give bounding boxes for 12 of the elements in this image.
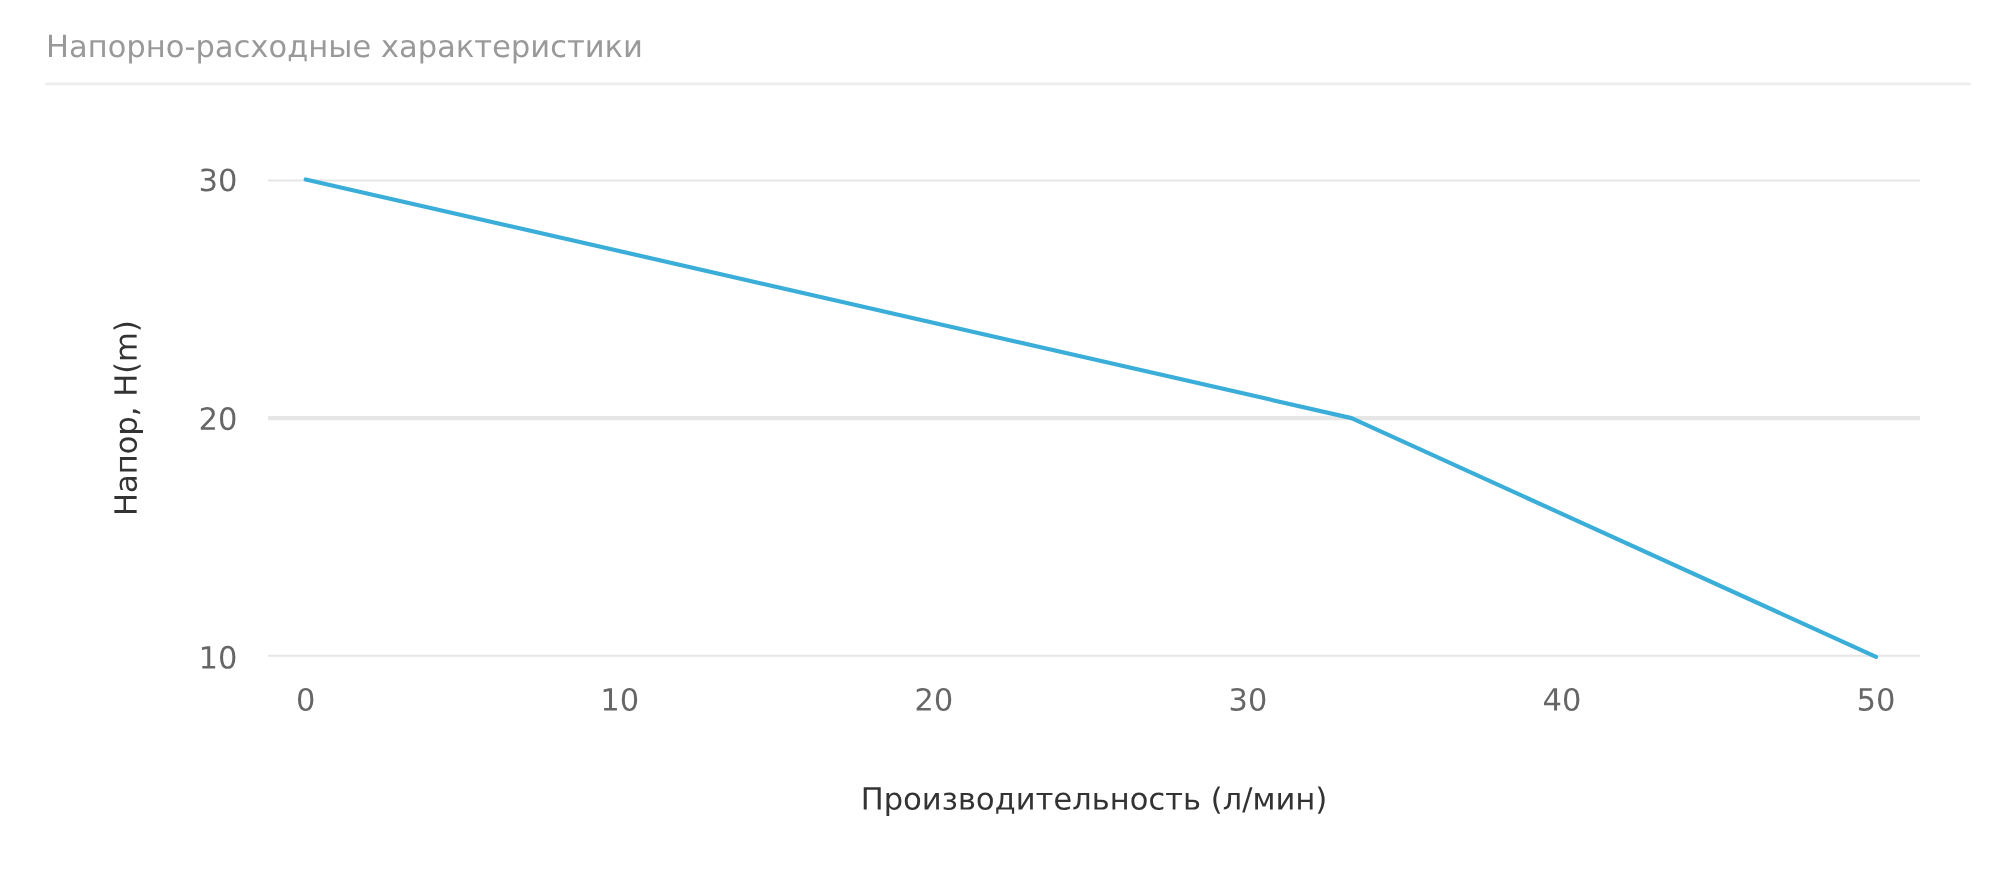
y-axis-title: Напор, H(m)	[113, 322, 144, 514]
x-axis-title: Производительность (л/мин)	[863, 786, 1325, 816]
x-tick-label: 0	[297, 687, 314, 712]
y-tick-label: 20	[200, 407, 236, 431]
chart-title: Напорно-расходные характеристики	[49, 34, 641, 64]
x-tick-label: 20	[916, 687, 952, 712]
y-tick-label: 30	[200, 168, 236, 192]
y-tick-label: 10	[201, 645, 236, 669]
x-tick-label: 40	[1544, 687, 1580, 712]
x-tick-label: 50	[1858, 687, 1894, 712]
x-tick-label: 30	[1230, 687, 1266, 712]
x-tick-label: 10	[603, 687, 638, 712]
